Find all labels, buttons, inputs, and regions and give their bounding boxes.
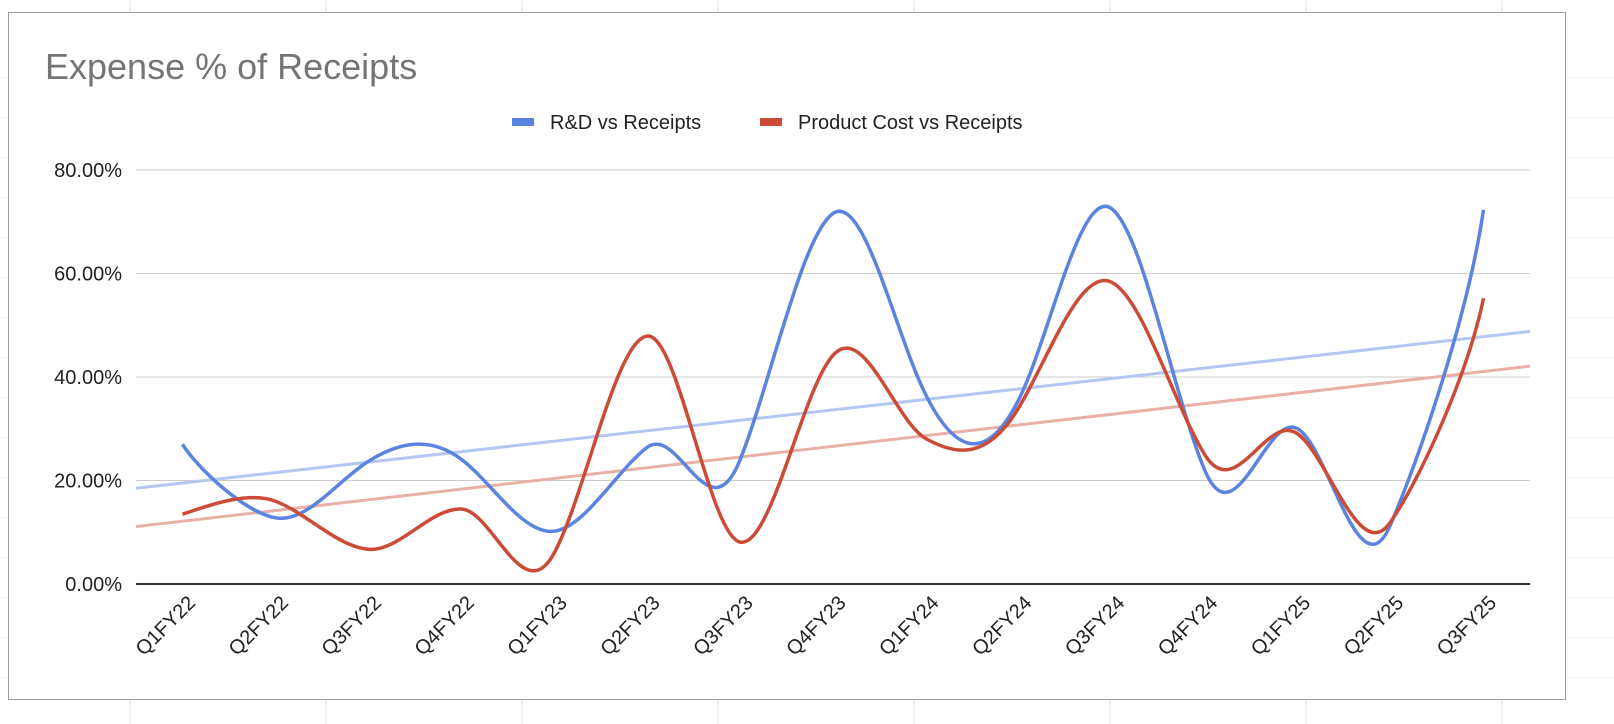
- legend-label-product-cost: Product Cost vs Receipts: [798, 112, 1023, 134]
- chart-container[interactable]: Expense % of Receipts R&D vs Receipts Pr…: [8, 12, 1566, 700]
- x-tick-label: Q3FY24: [1061, 592, 1129, 660]
- y-tick-label: 60.00%: [54, 264, 122, 286]
- trendline-1: [135, 364, 1531, 529]
- legend-swatch-product-cost: [760, 118, 782, 126]
- x-tick-label: Q4FY23: [782, 592, 850, 660]
- y-tick-label: 20.00%: [54, 471, 122, 493]
- x-tick-label: Q3FY25: [1433, 592, 1501, 660]
- y-tick-label: 0.00%: [65, 574, 122, 596]
- y-tick-label: 80.00%: [54, 160, 122, 182]
- series-line-1: [181, 278, 1486, 573]
- x-tick-label: Q2FY24: [968, 592, 1036, 660]
- legend: R&D vs Receipts Product Cost vs Receipts: [512, 112, 1023, 134]
- x-tick-label: Q2FY22: [225, 592, 293, 660]
- trendlines: [135, 329, 1531, 529]
- x-axis-ticks: Q1FY22 Q2FY22 Q3FY22 Q4FY22 Q1FY23 Q2FY23 Q3FY…: [132, 592, 1501, 660]
- x-tick-label: Q4FY24: [1154, 592, 1222, 660]
- y-axis-ticks: 0.00% 20.00% 40.00% 60.00% 80.00%: [54, 160, 122, 596]
- x-tick-label: Q2FY25: [1340, 592, 1408, 660]
- x-tick-label: Q3FY22: [318, 592, 386, 660]
- gridlines: [136, 169, 1530, 481]
- x-tick-label: Q1FY24: [875, 592, 943, 660]
- series-lines: [180, 204, 1486, 573]
- x-tick-label: Q1FY23: [504, 592, 572, 660]
- x-tick-label: Q3FY23: [689, 592, 757, 660]
- y-tick-label: 40.00%: [54, 367, 122, 389]
- chart-title: Expense % of Receipts: [45, 46, 417, 87]
- x-tick-label: Q1FY25: [1247, 592, 1315, 660]
- series-line-0: [180, 204, 1486, 546]
- legend-swatch-rd: [512, 118, 534, 126]
- x-tick-label: Q4FY22: [411, 592, 479, 660]
- x-tick-label: Q1FY22: [132, 592, 200, 660]
- line-chart: Expense % of Receipts R&D vs Receipts Pr…: [45, 46, 1531, 660]
- x-tick-label: Q2FY23: [596, 592, 664, 660]
- legend-label-rd: R&D vs Receipts: [550, 112, 701, 134]
